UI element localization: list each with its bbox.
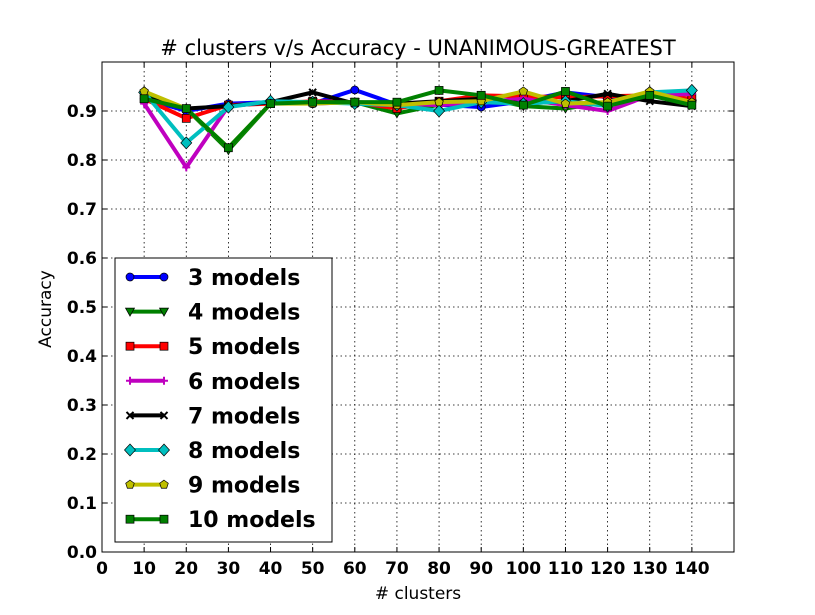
legend-item: 4 models: [124, 301, 300, 326]
legend-label: 8 models: [188, 439, 300, 464]
data-point: [434, 97, 444, 107]
data-point: [139, 94, 149, 104]
axis-ticks: 0 10 20 30 40 50 60 70 80 90 100 110 120 130 140 0.0 0.1…: [67, 62, 734, 579]
y-tick-label: 0.6: [67, 249, 97, 269]
legend-label: 9 models: [188, 474, 300, 499]
legend-label: 5 models: [188, 335, 300, 360]
data-point: [603, 89, 612, 99]
legend: 3 models 4 models 5 models 6 models 7 models…: [114, 257, 333, 543]
data-point: [560, 98, 571, 108]
legend-item: 8 models: [124, 439, 300, 464]
data-point: [518, 86, 529, 96]
data-point: [182, 163, 191, 172]
legend-label: 6 models: [188, 370, 300, 395]
data-point: [181, 113, 191, 123]
y-tick-label: 0.2: [67, 445, 97, 465]
x-axis-title: # clusters: [375, 584, 461, 604]
x-tick-label: 90: [469, 559, 493, 579]
legend-marker: [124, 443, 136, 457]
legend-marker: [160, 376, 168, 385]
legend-label: 7 models: [188, 404, 300, 429]
x-tick-label: 40: [259, 559, 283, 579]
series-lines: [138, 83, 698, 172]
data-point: [222, 100, 235, 114]
legend-item: 10 models: [125, 508, 316, 533]
y-tick-label: 0.8: [67, 151, 97, 171]
legend-marker: [159, 411, 169, 420]
legend-label: 3 models: [188, 266, 300, 291]
data-point: [433, 104, 446, 118]
x-tick-label: 10: [132, 559, 156, 579]
legend-marker: [125, 272, 135, 282]
legend-box: [114, 257, 333, 543]
x-tick-label: 120: [590, 559, 626, 579]
data-point: [308, 88, 317, 97]
x-tick-label: 20: [174, 559, 198, 579]
legend-marker: [125, 341, 135, 351]
data-point: [392, 97, 402, 107]
x-tick-label: 140: [674, 559, 710, 579]
legend-item: 7 models: [125, 404, 300, 429]
data-point: [224, 143, 233, 153]
legend-marker: [125, 479, 135, 489]
y-tick-label: 0.5: [67, 298, 97, 318]
data-point: [476, 90, 486, 100]
legend-marker: [125, 411, 135, 420]
legend-item: 5 models: [125, 335, 300, 360]
y-tick-label: 0.7: [67, 200, 97, 220]
x-tick-label: 60: [343, 559, 367, 579]
legend-marker: [159, 341, 169, 351]
x-tick-label: 30: [217, 559, 241, 579]
data-point: [645, 90, 655, 100]
y-tick-label: 0.9: [67, 102, 97, 122]
data-point: [687, 100, 697, 110]
y-tick-label: 0.0: [67, 543, 97, 563]
chart-title: # clusters v/s Accuracy - UNANIMOUS-GREA…: [160, 36, 676, 60]
legend-item: 3 models: [125, 266, 300, 291]
data-point: [266, 99, 275, 109]
legend-marker: [159, 514, 169, 524]
y-axis-title: Accuracy: [36, 270, 56, 348]
x-tick-label: 70: [385, 559, 409, 579]
data-point: [434, 86, 444, 95]
grid: [102, 62, 734, 552]
x-tick-label: 130: [632, 559, 668, 579]
x-tick-label: 50: [301, 559, 325, 579]
legend-marker: [158, 443, 170, 457]
data-point: [180, 136, 193, 150]
legend-marker: [159, 272, 169, 282]
x-tick-label: 0: [96, 559, 108, 579]
series-line: [143, 88, 693, 150]
data-point: [518, 100, 528, 110]
series-8: [139, 86, 697, 153]
legend-item: 9 models: [125, 474, 300, 499]
legend-marker: [159, 479, 169, 489]
data-point: [181, 104, 191, 113]
data-point: [603, 101, 612, 111]
data-point: [308, 97, 318, 107]
data-point: [685, 83, 698, 97]
y-tick-label: 0.4: [67, 347, 97, 367]
x-tick-label: 100: [506, 559, 542, 579]
data-point: [561, 87, 570, 96]
x-tick-label: 80: [427, 559, 451, 579]
legend-marker: [126, 376, 134, 385]
legend-marker: [125, 514, 135, 524]
data-point: [350, 97, 360, 107]
legend-label: 10 models: [188, 508, 316, 533]
y-tick-label: 0.1: [67, 494, 97, 514]
data-point: [350, 85, 360, 95]
x-tick-label: 110: [548, 559, 584, 579]
legend-label: 4 models: [188, 301, 300, 326]
legend-marker: [124, 307, 136, 317]
y-tick-label: 0.3: [67, 396, 97, 416]
legend-item: 6 models: [126, 370, 300, 395]
legend-marker: [158, 307, 170, 317]
